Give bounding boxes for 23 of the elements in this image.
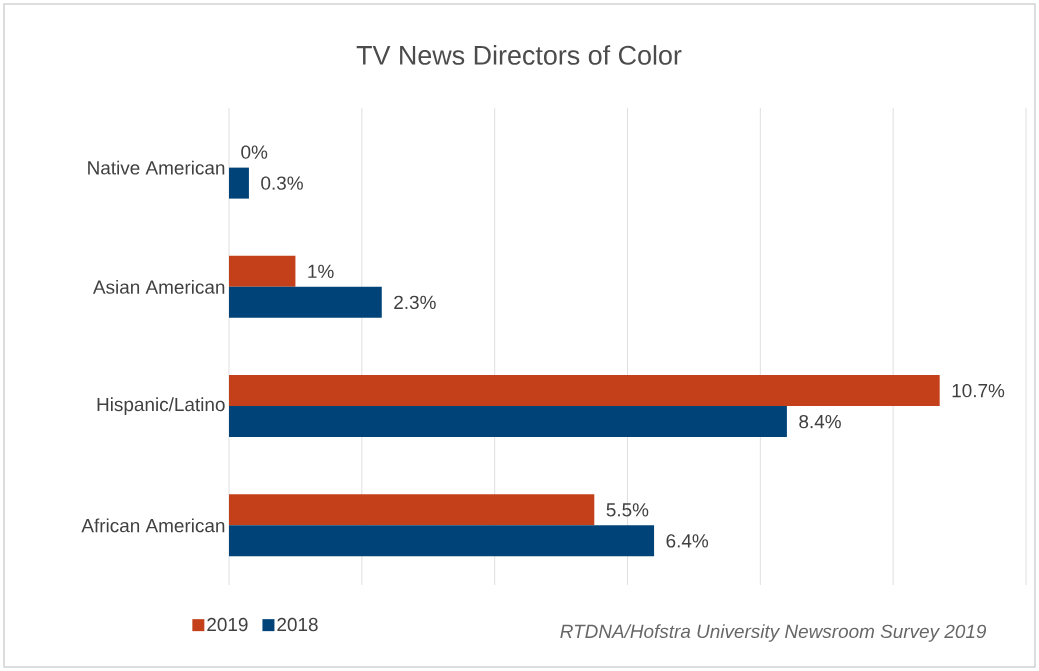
legend-label: 2019	[207, 617, 248, 632]
data-label: 6.4%	[666, 534, 709, 548]
y-tick-label: Asian American	[92, 279, 225, 294]
data-label: 1%	[308, 264, 334, 278]
data-label: 8.4%	[799, 414, 841, 429]
y-tick-label: African American	[81, 518, 225, 533]
bar	[229, 375, 940, 407]
bar	[229, 406, 787, 438]
legend-label: 2018	[277, 617, 318, 632]
data-label: 10.7%	[952, 383, 1005, 398]
data-label: 2.3%	[394, 295, 436, 310]
bar	[229, 167, 249, 199]
bar	[229, 286, 382, 318]
bar	[229, 494, 595, 526]
chart-title: TV News Directors of Color	[356, 45, 682, 65]
data-label: 0%	[241, 145, 268, 159]
data-label: 0.3%	[261, 176, 303, 190]
text: RTDNA/Hofstra University Newsroom Survey 2019	[560, 624, 987, 642]
bar	[229, 255, 296, 287]
bar	[229, 525, 655, 557]
data-label: 5.5%	[606, 503, 649, 517]
y-tick-label: Native American	[88, 160, 225, 175]
y-tick-label: Hispanic/Latino	[97, 397, 225, 415]
